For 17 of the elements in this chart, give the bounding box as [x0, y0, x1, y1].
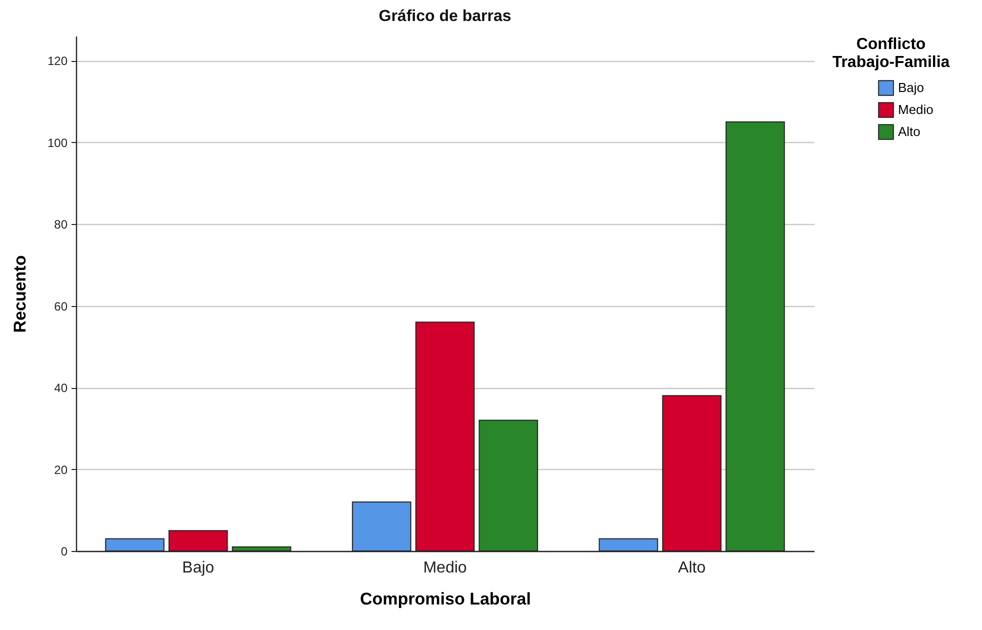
- legend-title: Conflicto Trabajo-Familia: [832, 36, 950, 71]
- y-axis-title: Recuento: [10, 255, 30, 333]
- legend-label: Bajo: [898, 80, 924, 95]
- x-tick-label: Medio: [423, 560, 467, 576]
- x-tick-label: Alto: [678, 560, 706, 576]
- y-tick-label: 80: [54, 218, 68, 232]
- legend-label: Medio: [898, 102, 934, 117]
- y-tick-label: 60: [54, 299, 68, 314]
- chart-title: Gráfico de barras: [378, 8, 512, 25]
- y-tick-label: 40: [54, 381, 68, 396]
- legend-label: Alto: [898, 124, 920, 139]
- y-tick-label: 120: [47, 54, 68, 68]
- x-tick-label: Bajo: [182, 560, 214, 576]
- y-tick-label: 100: [47, 136, 68, 150]
- x-axis-title: Compromiso Laboral: [360, 590, 531, 608]
- y-tick-label: 20: [54, 462, 68, 477]
- y-tick-label: 0: [60, 544, 68, 558]
